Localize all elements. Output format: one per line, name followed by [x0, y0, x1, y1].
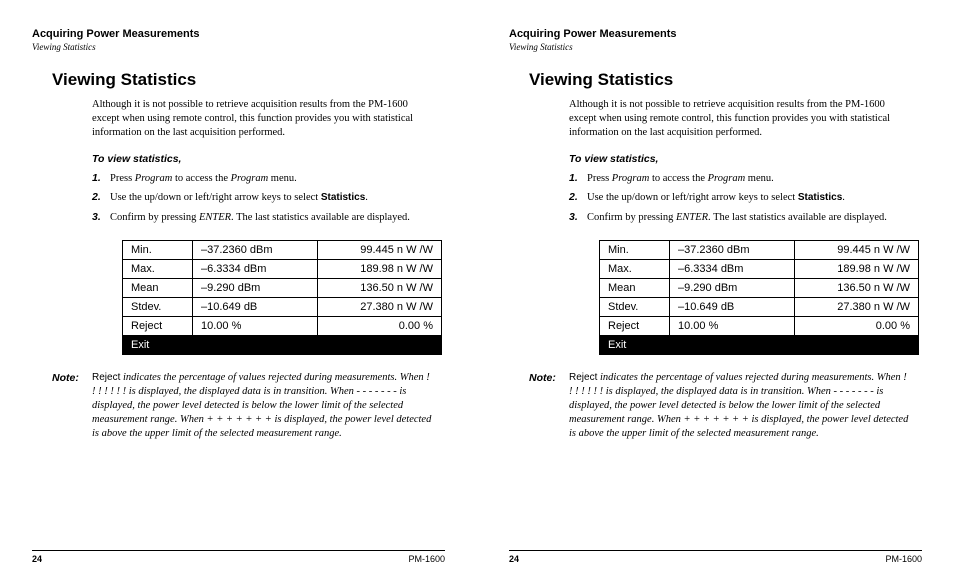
step-text: Confirm by pressing ENTER. The last stat…: [110, 210, 435, 226]
table-row: Stdev.–10.649 dB27.380 n W /W: [600, 298, 918, 317]
step-text: Press Program to access the Program menu…: [110, 171, 435, 187]
note-text: Reject indicates the percentage of value…: [92, 371, 435, 442]
step-text: Press Program to access the Program menu…: [587, 171, 912, 187]
step-item: 1. Press Program to access the Program m…: [569, 171, 912, 187]
table-row: Mean–9.290 dBm136.50 n W /W: [123, 279, 441, 298]
table-row: Reject10.00 %0.00 %: [600, 317, 918, 336]
step-list: 1. Press Program to access the Program m…: [569, 171, 912, 226]
model-label: PM-1600: [408, 554, 445, 564]
intro-paragraph: Although it is not possible to retrieve …: [569, 98, 912, 141]
page-heading: Viewing Statistics: [529, 70, 922, 90]
subheading-to-view: To view statistics,: [569, 153, 922, 165]
header-sub: Viewing Statistics: [32, 42, 445, 52]
step-number: 2.: [569, 190, 587, 206]
note-label: Note:: [52, 371, 92, 442]
table-row: Mean–9.290 dBm136.50 n W /W: [600, 279, 918, 298]
page-left: Acquiring Power Measurements Viewing Sta…: [0, 0, 477, 580]
step-list: 1. Press Program to access the Program m…: [92, 171, 435, 226]
table-row: Max.–6.3334 dBm189.98 n W /W: [600, 260, 918, 279]
step-item: 2. Use the up/down or left/right arrow k…: [92, 190, 435, 206]
note-label: Note:: [529, 371, 569, 442]
note-block: Note: Reject indicates the percentage of…: [529, 371, 912, 442]
step-text: Use the up/down or left/right arrow keys…: [110, 190, 435, 206]
table-row-exit: Exit: [600, 336, 918, 354]
subheading-to-view: To view statistics,: [92, 153, 445, 165]
page-number: 24: [32, 554, 42, 564]
header-section: Acquiring Power Measurements: [509, 28, 922, 40]
table-row: Reject10.00 %0.00 %: [123, 317, 441, 336]
step-item: 3. Confirm by pressing ENTER. The last s…: [92, 210, 435, 226]
step-number: 2.: [92, 190, 110, 206]
page-right: Acquiring Power Measurements Viewing Sta…: [477, 0, 954, 580]
step-number: 1.: [569, 171, 587, 187]
header-section: Acquiring Power Measurements: [32, 28, 445, 40]
note-text: Reject indicates the percentage of value…: [569, 371, 912, 442]
page-heading: Viewing Statistics: [52, 70, 445, 90]
intro-paragraph: Although it is not possible to retrieve …: [92, 98, 435, 141]
statistics-table: Min.–37.2360 dBm99.445 n W /W Max.–6.333…: [599, 240, 919, 355]
table-row: Min.–37.2360 dBm99.445 n W /W: [600, 241, 918, 260]
model-label: PM-1600: [885, 554, 922, 564]
table-row-exit: Exit: [123, 336, 441, 354]
step-number: 3.: [569, 210, 587, 226]
step-number: 1.: [92, 171, 110, 187]
step-item: 3. Confirm by pressing ENTER. The last s…: [569, 210, 912, 226]
note-block: Note: Reject indicates the percentage of…: [52, 371, 435, 442]
step-item: 1. Press Program to access the Program m…: [92, 171, 435, 187]
step-text: Confirm by pressing ENTER. The last stat…: [587, 210, 912, 226]
table-row: Min.–37.2360 dBm99.445 n W /W: [123, 241, 441, 260]
step-number: 3.: [92, 210, 110, 226]
page-footer: 24 PM-1600: [509, 550, 922, 564]
page-number: 24: [509, 554, 519, 564]
step-text: Use the up/down or left/right arrow keys…: [587, 190, 912, 206]
page-footer: 24 PM-1600: [32, 550, 445, 564]
table-row: Stdev.–10.649 dB27.380 n W /W: [123, 298, 441, 317]
header-sub: Viewing Statistics: [509, 42, 922, 52]
statistics-table: Min.–37.2360 dBm99.445 n W /W Max.–6.333…: [122, 240, 442, 355]
table-row: Max.–6.3334 dBm189.98 n W /W: [123, 260, 441, 279]
step-item: 2. Use the up/down or left/right arrow k…: [569, 190, 912, 206]
